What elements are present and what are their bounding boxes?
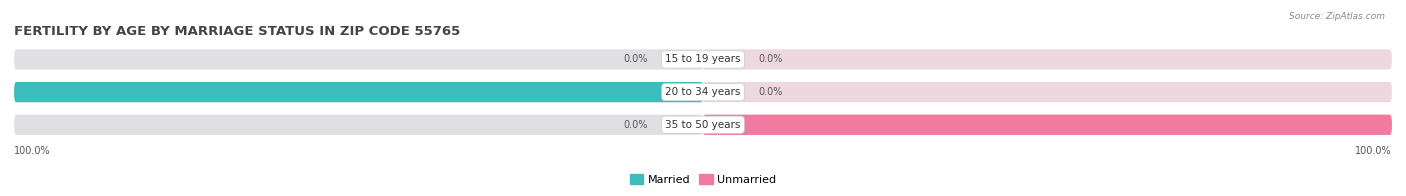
- FancyBboxPatch shape: [703, 115, 1392, 135]
- FancyBboxPatch shape: [14, 115, 703, 135]
- Text: 15 to 19 years: 15 to 19 years: [665, 54, 741, 64]
- Text: 0.0%: 0.0%: [623, 54, 648, 64]
- Legend: Married, Unmarried: Married, Unmarried: [626, 170, 780, 190]
- Text: 0.0%: 0.0%: [758, 87, 783, 97]
- Text: 100.0%: 100.0%: [1355, 146, 1392, 156]
- FancyBboxPatch shape: [14, 49, 703, 70]
- FancyBboxPatch shape: [14, 82, 703, 102]
- Text: 0.0%: 0.0%: [758, 54, 783, 64]
- FancyBboxPatch shape: [703, 82, 1392, 102]
- Text: FERTILITY BY AGE BY MARRIAGE STATUS IN ZIP CODE 55765: FERTILITY BY AGE BY MARRIAGE STATUS IN Z…: [14, 25, 460, 38]
- Text: 20 to 34 years: 20 to 34 years: [665, 87, 741, 97]
- Text: 35 to 50 years: 35 to 50 years: [665, 120, 741, 130]
- Text: Source: ZipAtlas.com: Source: ZipAtlas.com: [1289, 12, 1385, 21]
- Text: 100.0%: 100.0%: [14, 146, 51, 156]
- FancyBboxPatch shape: [14, 82, 703, 102]
- Text: 0.0%: 0.0%: [623, 120, 648, 130]
- FancyBboxPatch shape: [703, 49, 1392, 70]
- FancyBboxPatch shape: [703, 115, 1392, 135]
